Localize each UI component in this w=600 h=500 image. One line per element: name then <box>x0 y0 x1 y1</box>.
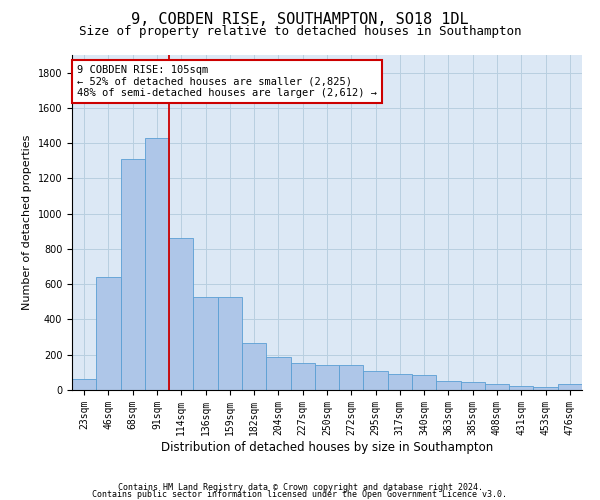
Bar <box>558 384 582 390</box>
Bar <box>315 366 339 390</box>
Bar <box>121 159 145 390</box>
Text: Contains HM Land Registry data © Crown copyright and database right 2024.: Contains HM Land Registry data © Crown c… <box>118 484 482 492</box>
Bar <box>436 381 461 390</box>
Bar <box>461 382 485 390</box>
Bar <box>266 358 290 390</box>
Bar <box>145 138 169 390</box>
Text: 9 COBDEN RISE: 105sqm
← 52% of detached houses are smaller (2,825)
48% of semi-d: 9 COBDEN RISE: 105sqm ← 52% of detached … <box>77 65 377 98</box>
Bar <box>388 374 412 390</box>
Bar <box>533 388 558 390</box>
Text: Contains public sector information licensed under the Open Government Licence v3: Contains public sector information licen… <box>92 490 508 499</box>
Bar <box>509 386 533 390</box>
Bar <box>218 296 242 390</box>
Bar <box>339 366 364 390</box>
Bar <box>364 372 388 390</box>
Bar <box>290 362 315 390</box>
Bar <box>242 344 266 390</box>
Bar <box>72 378 96 390</box>
Bar <box>485 384 509 390</box>
Bar <box>412 375 436 390</box>
Bar <box>169 238 193 390</box>
Text: 9, COBDEN RISE, SOUTHAMPTON, SO18 1DL: 9, COBDEN RISE, SOUTHAMPTON, SO18 1DL <box>131 12 469 28</box>
Bar <box>96 277 121 390</box>
Y-axis label: Number of detached properties: Number of detached properties <box>22 135 32 310</box>
Bar <box>193 296 218 390</box>
X-axis label: Distribution of detached houses by size in Southampton: Distribution of detached houses by size … <box>161 440 493 454</box>
Text: Size of property relative to detached houses in Southampton: Size of property relative to detached ho… <box>79 25 521 38</box>
